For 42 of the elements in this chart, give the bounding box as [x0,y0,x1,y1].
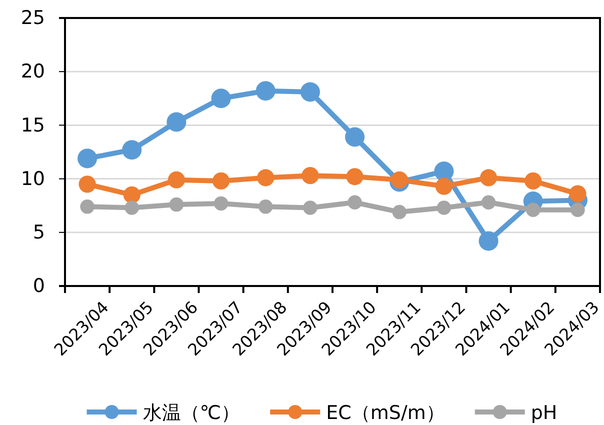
point [169,197,184,212]
legend-label: EC（mS/m） [326,402,445,424]
point [348,195,362,210]
point [524,172,542,190]
point [303,200,318,215]
point [300,82,320,102]
point [392,204,407,220]
point [569,185,586,202]
point [570,202,585,218]
point [211,88,231,108]
point [435,178,453,195]
point [123,186,140,204]
point [257,169,274,186]
point [78,176,96,193]
point [168,171,186,188]
point [345,127,365,147]
point [166,112,186,132]
y-tick-label: 20 [20,60,45,83]
point [212,172,230,190]
point [214,196,228,211]
point [390,171,408,188]
point [302,167,319,184]
point [480,169,498,186]
point [481,195,496,210]
point [256,81,276,101]
point [478,231,498,251]
y-tick-label: 10 [20,168,45,190]
point [434,162,454,182]
point [346,168,364,186]
y-tick-label: 15 [20,114,45,136]
legend-label: 水温（℃） [142,402,240,424]
point [436,200,452,215]
legend-label: pH [530,402,558,424]
point [258,200,273,214]
point [122,140,142,160]
point [526,202,540,218]
y-tick-label: 25 [20,7,45,30]
point [78,148,98,168]
point [124,200,140,215]
y-tick-label: 0 [32,275,45,298]
y-tick-label: 5 [32,221,45,244]
point [80,200,94,214]
